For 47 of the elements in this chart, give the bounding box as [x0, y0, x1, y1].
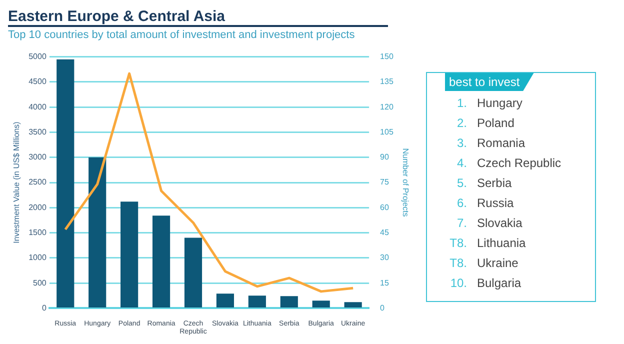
y-tick-label: 4500: [28, 77, 47, 86]
y2-tick-label: 150: [380, 52, 394, 62]
y-tick-label: 3000: [28, 152, 47, 162]
y-tick-label: 2000: [28, 202, 47, 212]
text: 3. Romania: [456, 135, 526, 151]
bar: [248, 296, 266, 308]
y-tick-label: 1000: [28, 253, 47, 262]
bar: [184, 238, 202, 308]
y-tick-label: 4000: [28, 102, 47, 112]
y-tick-label: 500: [33, 278, 47, 288]
text: T8. Lithuania: [448, 235, 526, 251]
text: 4. Czech Republic: [456, 155, 562, 171]
bar: [88, 157, 106, 308]
text: 10. Bulgaria: [449, 275, 522, 291]
y-axis-title: Investment Value (in US$ Millions): [12, 121, 22, 244]
text: best to invest: [445, 73, 534, 91]
text: 6. Russia: [456, 195, 514, 211]
text: 5. Serbia: [456, 175, 512, 191]
y2-tick-label: 30: [380, 253, 390, 262]
y2-axis-title: Number of Projects: [400, 148, 410, 217]
y2-tick-label: 90: [380, 152, 390, 162]
y-tick-label: 1500: [28, 228, 47, 237]
text: T8. Ukraine: [448, 255, 518, 271]
chart-title: Eastern Europe & Central Asia: [8, 8, 388, 27]
bar: [56, 59, 74, 308]
bar: [216, 294, 234, 308]
y-tick-label: 5000: [28, 52, 47, 62]
bar: [344, 302, 362, 308]
y-tick-label: 2500: [28, 178, 47, 187]
y2-tick-label: 135: [380, 77, 394, 86]
y2-tick-label: 60: [380, 202, 390, 212]
y2-tick-label: 105: [380, 127, 394, 136]
y2-tick-label: 75: [380, 178, 390, 187]
y2-tick-label: 15: [380, 278, 390, 288]
bar: [280, 296, 298, 308]
y2-tick-label: 0: [380, 303, 386, 312]
text: 2. Poland: [456, 115, 514, 131]
text: 1. Hungary: [456, 95, 522, 111]
y2-tick-label: 120: [380, 102, 394, 112]
text: 7. Slovakia: [456, 215, 522, 231]
y-tick-label: 0: [42, 303, 47, 312]
chart-subtitle: Top 10 countries by total amount of investment and investment projects: [8, 29, 356, 41]
bar: [152, 216, 170, 308]
y-tick-label: 3500: [28, 127, 47, 136]
y2-tick-label: 45: [380, 228, 390, 237]
bar: [312, 300, 330, 308]
bar: [120, 202, 138, 308]
